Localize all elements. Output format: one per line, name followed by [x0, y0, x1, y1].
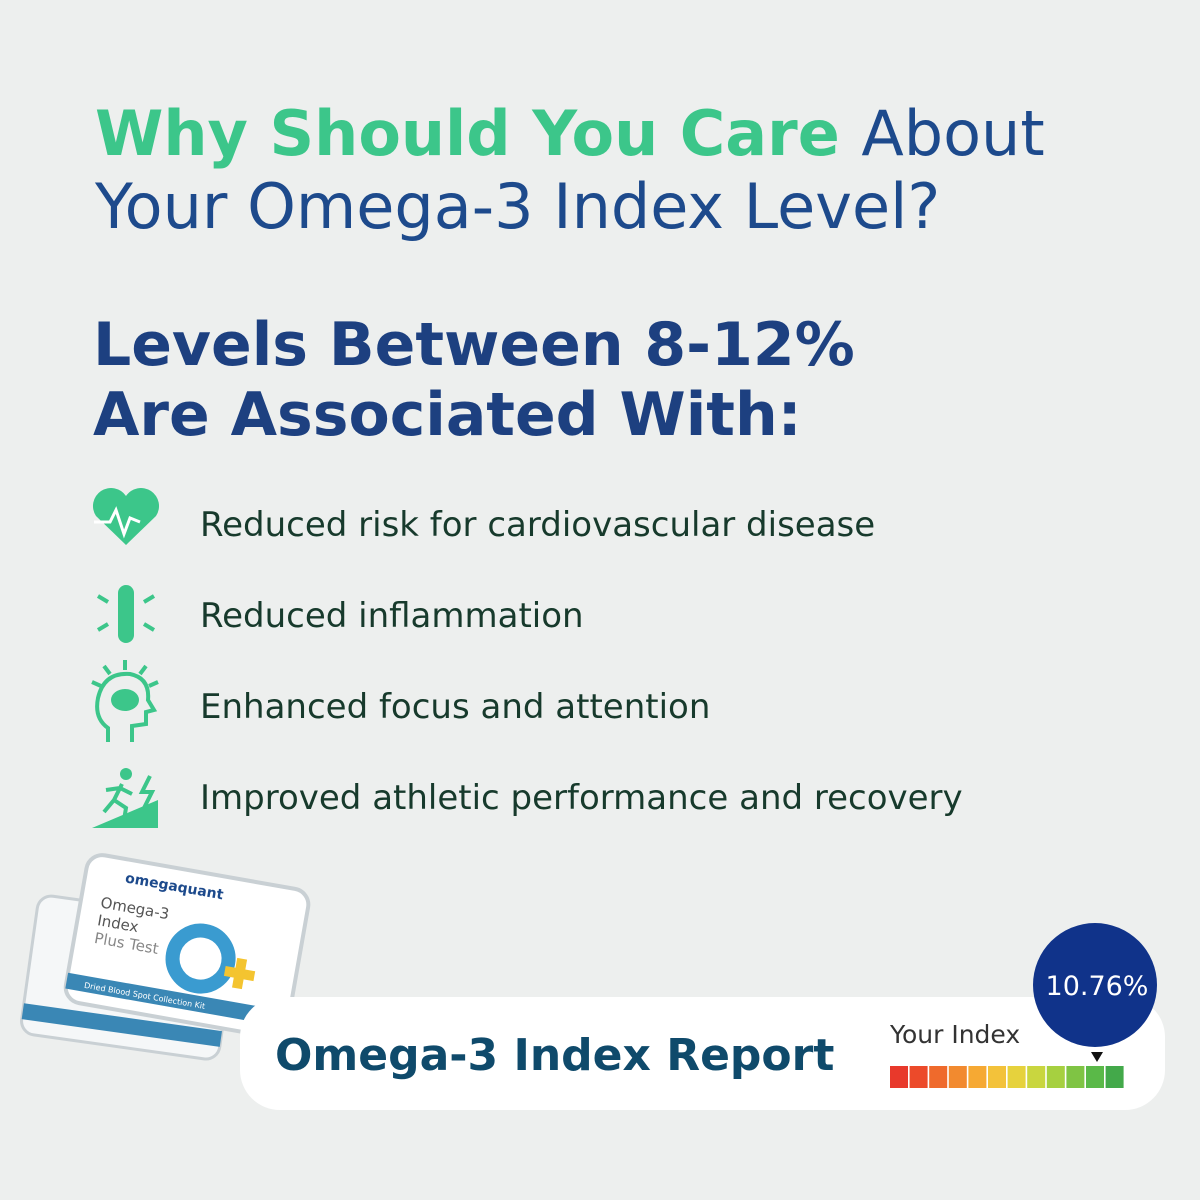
subtitle-line2: Are Associated With: — [93, 380, 802, 450]
gauge-segment — [929, 1066, 948, 1088]
title-rest: About — [861, 97, 1044, 170]
index-value: 10.76% — [1046, 971, 1149, 1002]
gauge-segment — [948, 1066, 967, 1088]
product-box: omegaquant Omega-3 Index Plus Test Dried… — [20, 853, 311, 1061]
gauge-segment — [1027, 1066, 1046, 1088]
report-title: Omega-3 Index Report — [275, 1030, 834, 1081]
benefit: Enhanced focus and attention — [200, 687, 710, 727]
benefit: Reduced risk for cardiovascular disease — [200, 505, 875, 545]
gauge-segment — [890, 1066, 908, 1088]
gauge-marker — [1091, 1052, 1103, 1062]
gauge-segment — [1105, 1066, 1124, 1088]
icons — [91, 487, 160, 828]
brain-icon — [91, 660, 159, 742]
title-line2: Your Omega-3 Index Level? — [94, 170, 940, 243]
gauge-segment — [909, 1066, 928, 1088]
gauge-segment — [1046, 1066, 1065, 1088]
joint-icon — [96, 585, 156, 643]
benefit-list: Reduced risk for cardiovascular disease … — [200, 505, 963, 818]
your-index-label: Your Index — [889, 1020, 1020, 1049]
gauge — [890, 1066, 1124, 1088]
benefit: Improved athletic performance and recove… — [200, 778, 963, 818]
gauge-segment — [1007, 1066, 1026, 1088]
gauge-segment — [988, 1066, 1006, 1088]
pulse-line — [94, 506, 141, 539]
gauge-segment — [968, 1066, 987, 1088]
gauge-segment — [1086, 1066, 1104, 1088]
runner-icon — [92, 768, 158, 828]
title-highlight: Why Should You Care — [95, 97, 840, 170]
title: Why Should You Care About — [95, 97, 1045, 170]
index-badge — [1033, 923, 1157, 1047]
subtitle-line1: Levels Between 8-12% — [93, 310, 855, 380]
gauge-segment — [1066, 1066, 1085, 1088]
benefit: Reduced inflammation — [200, 596, 584, 636]
heart-icon — [92, 487, 160, 545]
